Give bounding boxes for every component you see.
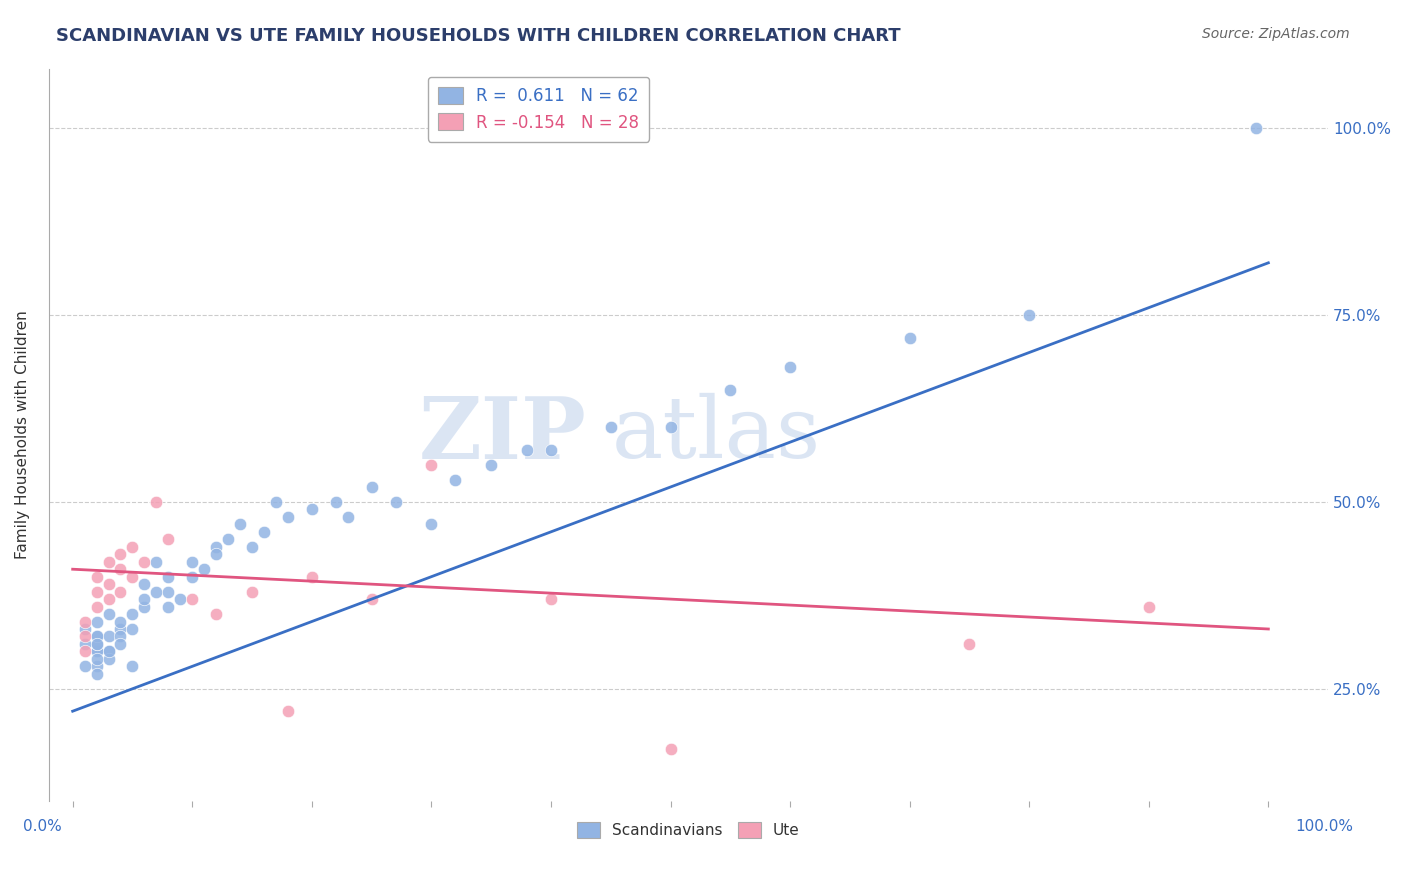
Point <box>121 607 143 621</box>
Point <box>599 420 621 434</box>
Point <box>540 592 562 607</box>
Point <box>264 495 287 509</box>
Point <box>420 517 443 532</box>
Point <box>86 659 108 673</box>
Point <box>86 644 108 658</box>
Point <box>97 644 120 658</box>
Point <box>97 607 120 621</box>
Point <box>181 570 204 584</box>
Point <box>540 442 562 457</box>
Point <box>73 644 96 658</box>
Point <box>659 420 682 434</box>
Point <box>73 622 96 636</box>
Point <box>86 615 108 629</box>
Point <box>205 540 228 554</box>
Point <box>110 622 132 636</box>
Point <box>86 652 108 666</box>
Point <box>169 592 191 607</box>
Point <box>73 659 96 673</box>
Text: SCANDINAVIAN VS UTE FAMILY HOUSEHOLDS WITH CHILDREN CORRELATION CHART: SCANDINAVIAN VS UTE FAMILY HOUSEHOLDS WI… <box>56 27 901 45</box>
Point <box>157 599 180 614</box>
Point <box>97 555 120 569</box>
Point <box>193 562 215 576</box>
Point <box>325 495 347 509</box>
Point <box>360 480 382 494</box>
Point <box>301 570 323 584</box>
Text: 0.0%: 0.0% <box>22 819 62 834</box>
Point <box>134 592 156 607</box>
Point <box>360 592 382 607</box>
Point <box>86 637 108 651</box>
Point <box>86 630 108 644</box>
Legend: Scandinavians, Ute: Scandinavians, Ute <box>571 816 806 845</box>
Point <box>110 547 132 561</box>
Point <box>718 383 741 397</box>
Text: Source: ZipAtlas.com: Source: ZipAtlas.com <box>1202 27 1350 41</box>
Point <box>86 637 108 651</box>
Point <box>97 577 120 591</box>
Point <box>145 555 167 569</box>
Point <box>110 584 132 599</box>
Point <box>86 584 108 599</box>
Point <box>145 495 167 509</box>
Point <box>157 533 180 547</box>
Point <box>86 644 108 658</box>
Point <box>86 666 108 681</box>
Point <box>1018 308 1040 322</box>
Point <box>73 615 96 629</box>
Point <box>516 442 538 457</box>
Point <box>73 637 96 651</box>
Point <box>134 577 156 591</box>
Point <box>110 637 132 651</box>
Point <box>384 495 406 509</box>
Point <box>110 630 132 644</box>
Point <box>779 360 801 375</box>
Point <box>898 330 921 344</box>
Point <box>659 741 682 756</box>
Point <box>1137 599 1160 614</box>
Point <box>1246 121 1268 136</box>
Point <box>134 555 156 569</box>
Point <box>205 547 228 561</box>
Point <box>277 509 299 524</box>
Point <box>217 533 239 547</box>
Point <box>97 630 120 644</box>
Point <box>181 555 204 569</box>
Point <box>301 502 323 516</box>
Point <box>121 659 143 673</box>
Text: 100.0%: 100.0% <box>1296 819 1354 834</box>
Point <box>134 599 156 614</box>
Point <box>420 458 443 472</box>
Point <box>110 562 132 576</box>
Point <box>336 509 359 524</box>
Point <box>121 540 143 554</box>
Point <box>253 524 276 539</box>
Point <box>240 584 263 599</box>
Point <box>444 473 467 487</box>
Text: atlas: atlas <box>612 393 821 476</box>
Point <box>97 652 120 666</box>
Point <box>86 630 108 644</box>
Point <box>97 592 120 607</box>
Point <box>957 637 980 651</box>
Point <box>157 584 180 599</box>
Point <box>240 540 263 554</box>
Text: ZIP: ZIP <box>419 392 586 476</box>
Point <box>229 517 252 532</box>
Point <box>121 570 143 584</box>
Point <box>110 615 132 629</box>
Point <box>277 704 299 718</box>
Point <box>97 644 120 658</box>
Point <box>73 630 96 644</box>
Point <box>157 570 180 584</box>
Point <box>86 570 108 584</box>
Point <box>205 607 228 621</box>
Point <box>479 458 502 472</box>
Point <box>86 599 108 614</box>
Point <box>121 622 143 636</box>
Point <box>145 584 167 599</box>
Y-axis label: Family Households with Children: Family Households with Children <box>15 310 30 559</box>
Point <box>181 592 204 607</box>
